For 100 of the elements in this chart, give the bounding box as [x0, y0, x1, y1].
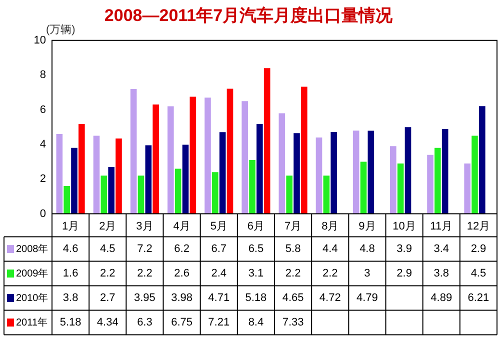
bar: [294, 133, 300, 214]
bar: [71, 148, 78, 214]
bar: [182, 144, 189, 214]
data-label: 6.2: [174, 243, 190, 256]
x-tick-label: 10月: [392, 220, 416, 232]
data-label: 8.4: [248, 316, 264, 329]
y-tick-label: 6: [40, 104, 46, 116]
bar: [301, 86, 308, 214]
data-label: 4.5: [100, 243, 116, 256]
data-label: 2.2: [285, 268, 301, 280]
bar: [330, 132, 337, 214]
bar: [93, 136, 100, 214]
data-label: 6.3: [137, 316, 152, 329]
bar: [472, 136, 478, 214]
bar: [145, 145, 152, 214]
y-tick-label: 4: [40, 138, 46, 150]
bar: [397, 164, 404, 214]
x-tick-label: 5月: [210, 220, 228, 232]
x-tick-label: 8月: [322, 220, 339, 232]
data-label: 3.9: [396, 243, 412, 256]
x-tick-label: 11月: [430, 220, 453, 232]
bar: [190, 96, 196, 214]
data-label: 3.98: [171, 292, 193, 304]
data-label: 2.9: [470, 243, 486, 256]
data-label: 7.21: [208, 316, 230, 329]
bar: [204, 98, 211, 214]
data-label: 2.7: [100, 292, 116, 304]
bar: [256, 124, 263, 214]
data-label: 2.2: [100, 268, 116, 280]
bar: [360, 162, 367, 214]
x-tick-label: 3月: [136, 220, 154, 232]
x-tick-label: 7月: [284, 220, 302, 232]
data-label: 6.5: [248, 243, 264, 256]
legend-label: 2009年: [16, 267, 48, 280]
data-label: 4.5: [470, 268, 486, 280]
bar: [427, 154, 434, 214]
chart-title: 2008—2011年7月汽车月度出口量情况: [104, 6, 394, 25]
data-label: 4.71: [208, 292, 230, 304]
data-label: 6.75: [171, 316, 193, 329]
bar: [116, 138, 122, 214]
bar: [442, 129, 448, 214]
data-label: 2.2: [322, 268, 338, 280]
data-label: 2.9: [396, 268, 412, 280]
bar: [286, 176, 292, 214]
data-label: 7.2: [137, 243, 152, 256]
data-label: 3.1: [248, 268, 264, 280]
bar: [323, 176, 330, 214]
bar: [368, 130, 374, 214]
bar: [212, 172, 218, 214]
data-label: 5.8: [285, 243, 301, 256]
data-label: 5.18: [60, 316, 82, 329]
data-label: 2.4: [211, 268, 227, 280]
bar: [479, 106, 486, 214]
data-label: 2.6: [174, 268, 190, 280]
legend-label: 2011年: [16, 316, 48, 328]
bar: [130, 88, 137, 214]
data-label: 5.18: [245, 292, 267, 304]
bar: [78, 124, 85, 214]
bar: [249, 160, 256, 214]
legend-label: 2008年: [16, 242, 48, 255]
y-tick-label: 2: [40, 173, 46, 186]
data-label: 3.95: [134, 292, 156, 304]
x-tick-label: 1月: [62, 220, 80, 232]
data-label: 6.21: [468, 292, 490, 304]
x-tick-label: 6月: [247, 220, 265, 232]
data-label: 3.8: [434, 268, 450, 280]
bar: [316, 138, 322, 214]
legend-label: 2010年: [16, 292, 48, 304]
bar: [278, 113, 286, 214]
data-label: 4.34: [96, 316, 118, 329]
data-label: 4.79: [356, 292, 378, 304]
bar: [226, 88, 234, 214]
bar: [390, 146, 396, 214]
x-tick-label: 12月: [466, 220, 490, 232]
data-label: 4.6: [62, 243, 78, 256]
bar: [352, 130, 360, 214]
bar: [108, 166, 114, 214]
bar: [152, 104, 159, 214]
y-tick-label: 10: [34, 34, 46, 46]
data-label: 2.2: [137, 268, 152, 280]
bar: [464, 164, 470, 214]
data-label: 4.4: [322, 243, 338, 256]
data-label: 1.6: [62, 268, 78, 280]
bar: [174, 168, 182, 214]
bar: [138, 176, 144, 214]
bar: [168, 106, 174, 214]
bar: [242, 101, 248, 214]
data-label: 3: [364, 268, 370, 280]
y-axis-title: (万辆): [46, 24, 76, 36]
x-tick-label: 2月: [99, 220, 116, 232]
y-tick-label: 0: [40, 208, 46, 220]
data-label: 4.72: [319, 292, 341, 304]
data-label: 7.33: [282, 316, 304, 329]
data-label: 4.8: [360, 243, 375, 256]
bar: [434, 148, 441, 214]
data-label: 4.65: [282, 292, 304, 304]
bar: [64, 186, 70, 214]
x-tick-label: 9月: [358, 220, 376, 232]
y-tick-label: 8: [40, 69, 46, 82]
bar: [56, 134, 63, 214]
